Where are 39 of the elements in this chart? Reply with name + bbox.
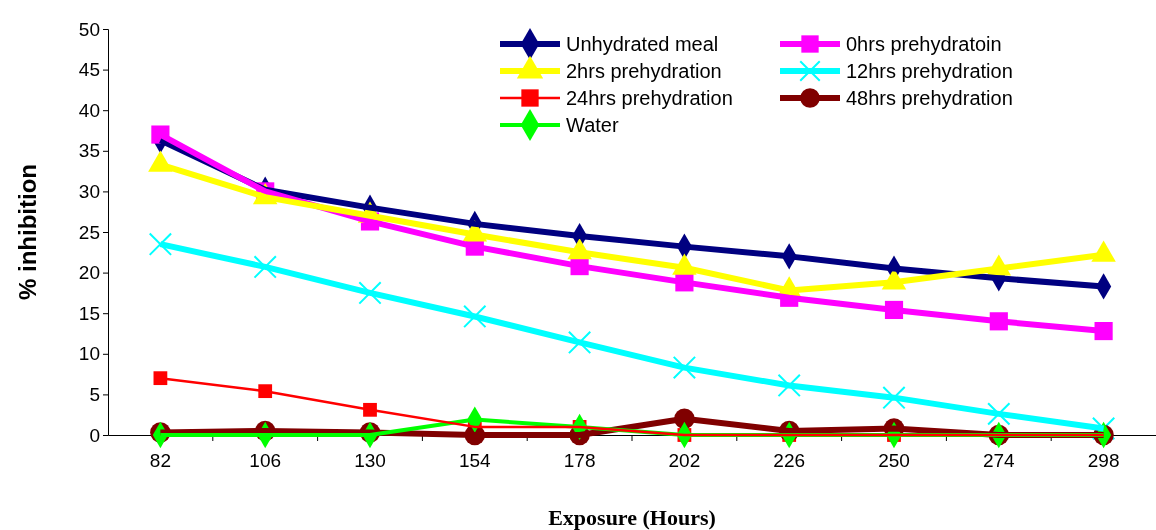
legend-label: 2hrs prehydration <box>566 60 722 82</box>
x-tick-label: 298 <box>1087 449 1120 471</box>
x-tick-label: 106 <box>249 449 282 471</box>
y-tick-label: 0 <box>89 424 100 446</box>
y-tick-label: 30 <box>78 180 100 202</box>
point <box>148 232 173 256</box>
point <box>253 255 277 279</box>
point <box>567 330 592 355</box>
legend-label: Water <box>566 114 619 136</box>
point <box>463 304 487 329</box>
x-tick-label: 178 <box>563 449 596 471</box>
y-tick-label: 15 <box>78 302 100 324</box>
y-tick-label: 45 <box>78 59 100 81</box>
legend-label: 0hrs prehydratoin <box>846 33 1002 55</box>
legend-label: 24hrs prehydration <box>566 87 733 109</box>
x-tick-label: 202 <box>668 449 701 471</box>
x-tick-label: 82 <box>149 449 171 471</box>
x-tick-label: 274 <box>982 449 1016 471</box>
legend-label: 12hrs prehydration <box>846 60 1013 82</box>
y-tick-label: 10 <box>78 343 100 365</box>
y-tick-label: 5 <box>89 383 100 405</box>
x-tick-label: 250 <box>878 449 910 471</box>
y-axis-title: % inhibition <box>14 164 41 300</box>
x-axis-title: Exposure (Hours) <box>548 505 716 530</box>
y-tick-label: 40 <box>78 99 100 121</box>
x-tick-label: 226 <box>773 449 806 471</box>
point <box>882 385 906 410</box>
point <box>987 402 1011 426</box>
y-tick-label: 50 <box>78 18 100 40</box>
y-tick-label: 20 <box>78 262 100 284</box>
y-tick-label: 25 <box>78 221 100 243</box>
point <box>672 355 697 380</box>
x-tick-label: 154 <box>458 449 492 471</box>
point <box>777 373 801 398</box>
point <box>358 281 382 305</box>
y-tick-label: 35 <box>78 140 100 162</box>
legend-label: Unhydrated meal <box>566 33 719 55</box>
legend-label: 48hrs prehydration <box>846 87 1013 109</box>
x-tick-label: 130 <box>354 449 386 471</box>
